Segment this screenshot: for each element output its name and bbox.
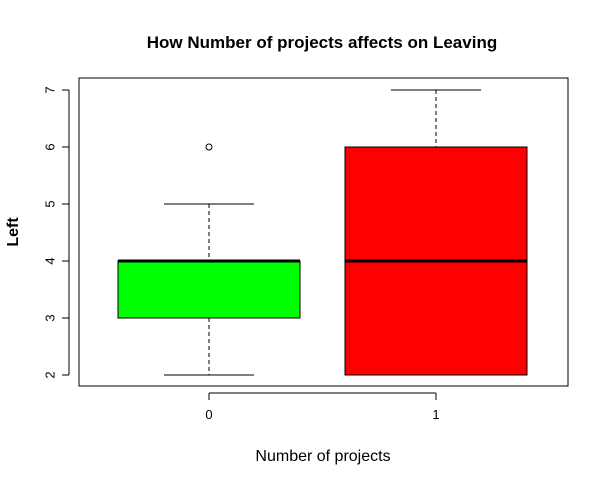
box-rect (117, 260, 301, 319)
y-tick-label: 6 (42, 143, 57, 150)
x-axis-title: Number of projects (255, 448, 390, 465)
box-1 (344, 89, 528, 376)
y-tick-label: 7 (42, 86, 57, 93)
x-tick-label: 0 (205, 407, 212, 422)
y-tick-label: 2 (42, 371, 57, 378)
y-tick-label: 5 (42, 200, 57, 207)
y-axis: 2 3 4 5 6 7 (42, 86, 70, 379)
x-tick-label: 1 (432, 407, 439, 422)
y-axis-title: Left (5, 217, 22, 247)
plot-frame (78, 77, 569, 387)
boxes-layer (117, 89, 528, 376)
chart-title: How Number of projects affects on Leavin… (147, 33, 497, 52)
box-0 (117, 143, 301, 376)
outlier-point (205, 143, 213, 151)
y-tick-label: 3 (42, 314, 57, 321)
y-tick-label: 4 (42, 257, 57, 264)
